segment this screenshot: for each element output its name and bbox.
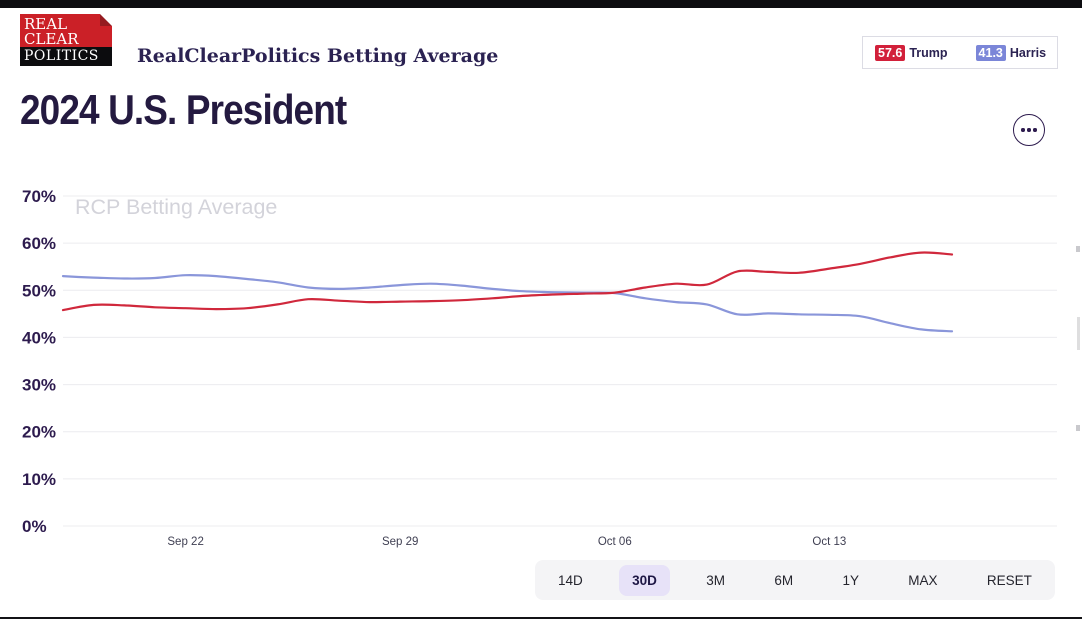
y-axis-label: 50% [22,281,56,300]
y-axis-label: 70% [22,187,56,206]
scrollbar-arrow-up-icon[interactable] [1076,246,1080,252]
trump-line [61,251,954,312]
more-options-button[interactable] [1013,114,1045,146]
trump-value-badge: 57.6 [875,44,906,61]
top-divider-bar [0,0,1082,8]
x-axis-label: Sep 22 [167,536,203,548]
harris-value-badge: 41.3 [975,44,1006,61]
y-axis-label: 0% [22,517,47,536]
chart-heading: 2024 U.S. President [20,86,347,133]
range-selector: 14D 30D 3M 6M 1Y MAX RESET [535,560,1055,600]
range-button-14d[interactable]: 14D [545,565,596,596]
scoreboard-trump: 57.6 Trump [875,44,948,61]
x-axis-label: Oct 13 [812,536,846,548]
harris-label: Harris [1009,45,1047,60]
harris-line [61,274,954,333]
bottom-divider-bar [0,617,1082,619]
y-axis-label: 40% [22,328,56,347]
range-button-30d[interactable]: 30D [619,564,670,596]
rcp-logo[interactable]: REAL CLEAR POLITICS [20,14,112,66]
range-button-6m[interactable]: 6M [761,565,806,596]
page-title: RealClearPolitics Betting Average [137,45,499,67]
range-button-3m[interactable]: 3M [693,565,738,596]
range-button-1y[interactable]: 1Y [829,565,872,596]
scrollbar-thumb[interactable] [1077,317,1080,350]
ellipsis-icon [1033,128,1037,132]
scoreboard-harris: 41.3 Harris [975,44,1047,61]
ellipsis-icon [1021,128,1025,132]
y-axis-label: 10% [22,470,56,489]
rcp-logo-line2: CLEAR [24,30,79,48]
scrollbar-arrow-down-icon[interactable] [1076,425,1080,431]
trump-label: Trump [909,45,948,60]
range-button-reset[interactable]: RESET [974,565,1045,596]
range-button-max[interactable]: MAX [895,565,950,596]
y-axis-label: 60% [22,234,56,253]
chart-watermark: RCP Betting Average [75,195,277,219]
x-axis-label: Sep 29 [382,536,418,548]
rcp-logo-line3: POLITICS [20,47,112,66]
y-axis-label: 30% [22,376,56,395]
betting-average-scoreboard: 57.6 Trump 41.3 Harris [862,36,1058,69]
y-axis-label: 20% [22,423,56,442]
x-axis-label: Oct 06 [598,536,632,548]
rcp-logo-line1: REAL [24,15,68,33]
logo-fold-corner-icon [100,14,112,26]
ellipsis-icon [1027,128,1031,132]
